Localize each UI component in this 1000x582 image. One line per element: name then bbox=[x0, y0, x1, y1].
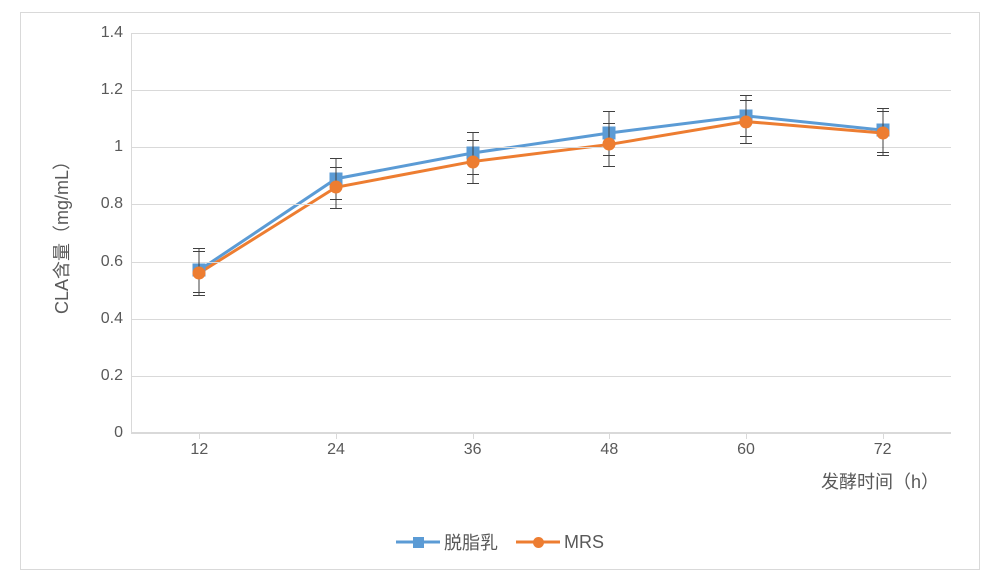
circle-marker bbox=[466, 155, 479, 168]
x-tick-label: 36 bbox=[464, 441, 482, 459]
y-tick-label: 1 bbox=[114, 138, 123, 156]
gridline bbox=[131, 147, 951, 148]
x-axis-title: 发酵时间（h） bbox=[821, 468, 939, 494]
legend: 脱脂乳 MRS bbox=[396, 529, 604, 555]
error-cap bbox=[740, 95, 752, 96]
gridline bbox=[131, 319, 951, 320]
gridline bbox=[131, 90, 951, 91]
error-cap bbox=[740, 143, 752, 144]
error-cap bbox=[330, 167, 342, 168]
legend-label: MRS bbox=[564, 532, 604, 553]
error-cap bbox=[193, 251, 205, 252]
circle-marker bbox=[193, 267, 206, 280]
y-axis-line bbox=[131, 33, 132, 433]
legend-label: 脱脂乳 bbox=[444, 529, 498, 555]
circle-marker bbox=[876, 127, 889, 140]
circle-marker bbox=[330, 181, 343, 194]
error-cap bbox=[193, 295, 205, 296]
legend-item: 脱脂乳 bbox=[396, 529, 498, 555]
y-axis-title: CLA含量（mg/mL） bbox=[48, 152, 74, 314]
error-cap bbox=[603, 123, 615, 124]
series-line bbox=[199, 116, 882, 270]
y-tick-label: 0 bbox=[114, 424, 123, 442]
series-svg bbox=[131, 33, 951, 433]
error-cap bbox=[330, 158, 342, 159]
error-cap bbox=[467, 132, 479, 133]
legend-swatch bbox=[396, 533, 440, 551]
y-tick-label: 0.2 bbox=[101, 367, 123, 385]
x-tick-mark bbox=[746, 433, 747, 439]
x-tick-label: 12 bbox=[190, 441, 208, 459]
error-cap bbox=[877, 111, 889, 112]
legend-swatch bbox=[516, 533, 560, 551]
y-tick-label: 0.4 bbox=[101, 310, 123, 328]
x-tick-label: 48 bbox=[600, 441, 618, 459]
error-cap bbox=[330, 208, 342, 209]
x-tick-label: 24 bbox=[327, 441, 345, 459]
x-tick-mark bbox=[473, 433, 474, 439]
y-tick-label: 0.8 bbox=[101, 195, 123, 213]
x-tick-mark bbox=[609, 433, 610, 439]
plot-area: 00.20.40.60.811.21.4122436486072 bbox=[131, 33, 951, 433]
error-cap bbox=[193, 248, 205, 249]
x-tick-label: 60 bbox=[737, 441, 755, 459]
gridline bbox=[131, 433, 951, 434]
circle-marker bbox=[740, 115, 753, 128]
y-tick-label: 1.2 bbox=[101, 81, 123, 99]
y-tick-label: 0.6 bbox=[101, 253, 123, 271]
circle-icon bbox=[533, 537, 544, 548]
error-cap bbox=[740, 100, 752, 101]
gridline bbox=[131, 376, 951, 377]
circle-marker bbox=[603, 138, 616, 151]
error-cap bbox=[467, 140, 479, 141]
legend-item: MRS bbox=[516, 532, 604, 553]
gridline bbox=[131, 33, 951, 34]
square-icon bbox=[413, 537, 424, 548]
x-tick-mark bbox=[336, 433, 337, 439]
x-tick-mark bbox=[883, 433, 884, 439]
error-cap bbox=[603, 111, 615, 112]
error-cap bbox=[467, 183, 479, 184]
gridline bbox=[131, 204, 951, 205]
x-tick-label: 72 bbox=[874, 441, 892, 459]
error-cap bbox=[877, 108, 889, 109]
gridline bbox=[131, 262, 951, 263]
chart-container: CLA含量（mg/mL） 发酵时间（h） 00.20.40.60.811.21.… bbox=[20, 12, 980, 570]
y-tick-label: 1.4 bbox=[101, 24, 123, 42]
error-cap bbox=[603, 166, 615, 167]
x-tick-mark bbox=[199, 433, 200, 439]
error-cap bbox=[877, 155, 889, 156]
